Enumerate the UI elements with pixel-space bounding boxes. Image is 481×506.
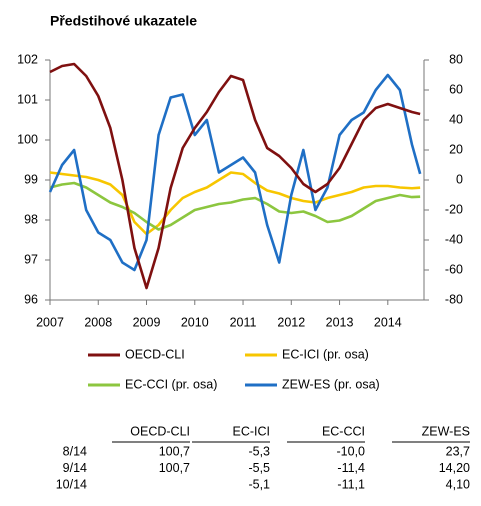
x-tick-label: 2008 bbox=[84, 315, 112, 329]
y-tick-label: 102 bbox=[17, 52, 38, 66]
table-header: ZEW-ES bbox=[422, 424, 470, 438]
y-tick-label: 101 bbox=[17, 92, 38, 106]
table-cell: -5,1 bbox=[248, 477, 270, 491]
x-tick-label: 2014 bbox=[374, 315, 402, 329]
y2-tick-label: 60 bbox=[449, 82, 463, 96]
table-cell: -5,5 bbox=[248, 461, 270, 475]
legend-label: ZEW-ES (pr. osa) bbox=[282, 377, 380, 391]
series-line bbox=[49, 171, 421, 236]
y2-tick-label: -60 bbox=[445, 262, 463, 276]
table-header: OECD-CLI bbox=[130, 424, 190, 438]
x-tick-label: 2012 bbox=[277, 315, 305, 329]
table-cell: 4,10 bbox=[446, 477, 470, 491]
row-label: 9/14 bbox=[63, 461, 87, 475]
y-tick-label: 99 bbox=[24, 172, 38, 186]
series-line bbox=[49, 62, 421, 290]
table-cell: -10,0 bbox=[337, 444, 366, 458]
legend-label: EC-ICI (pr. osa) bbox=[282, 347, 369, 361]
table-header: EC-ICI bbox=[233, 424, 271, 438]
x-tick-label: 2007 bbox=[36, 315, 64, 329]
table-cell: 100,7 bbox=[159, 444, 190, 458]
chart-title: Předstihové ukazatele bbox=[50, 13, 197, 29]
legend-label: OECD-CLI bbox=[125, 347, 185, 361]
y-tick-label: 97 bbox=[24, 252, 38, 266]
table-header: EC-CCI bbox=[322, 424, 365, 438]
y2-tick-label: 40 bbox=[449, 112, 463, 126]
y-tick-label: 98 bbox=[24, 212, 38, 226]
series-line bbox=[48, 73, 422, 272]
table-cell: 100,7 bbox=[159, 461, 190, 475]
row-label: 8/14 bbox=[63, 444, 87, 458]
y2-tick-label: -40 bbox=[445, 232, 463, 246]
y-tick-label: 96 bbox=[24, 292, 38, 306]
x-tick-label: 2010 bbox=[181, 315, 209, 329]
x-tick-label: 2011 bbox=[230, 315, 257, 329]
table-cell: -11,1 bbox=[337, 477, 365, 491]
row-label: 10/14 bbox=[56, 477, 87, 491]
table-cell: -5,3 bbox=[248, 444, 270, 458]
table-cell: 14,20 bbox=[439, 461, 470, 475]
y2-tick-label: -20 bbox=[445, 202, 463, 216]
legend-label: EC-CCI (pr. osa) bbox=[125, 377, 217, 391]
table-cell: -11,4 bbox=[337, 461, 365, 475]
y-tick-label: 100 bbox=[17, 132, 38, 146]
table-cell: 23,7 bbox=[446, 444, 470, 458]
y2-tick-label: 80 bbox=[449, 52, 463, 66]
x-tick-label: 2009 bbox=[133, 315, 161, 329]
series-line bbox=[49, 181, 421, 231]
x-tick-label: 2013 bbox=[326, 315, 354, 329]
y2-tick-label: 20 bbox=[449, 142, 463, 156]
y2-tick-label: -80 bbox=[445, 292, 463, 306]
y2-tick-label: 0 bbox=[456, 172, 463, 186]
